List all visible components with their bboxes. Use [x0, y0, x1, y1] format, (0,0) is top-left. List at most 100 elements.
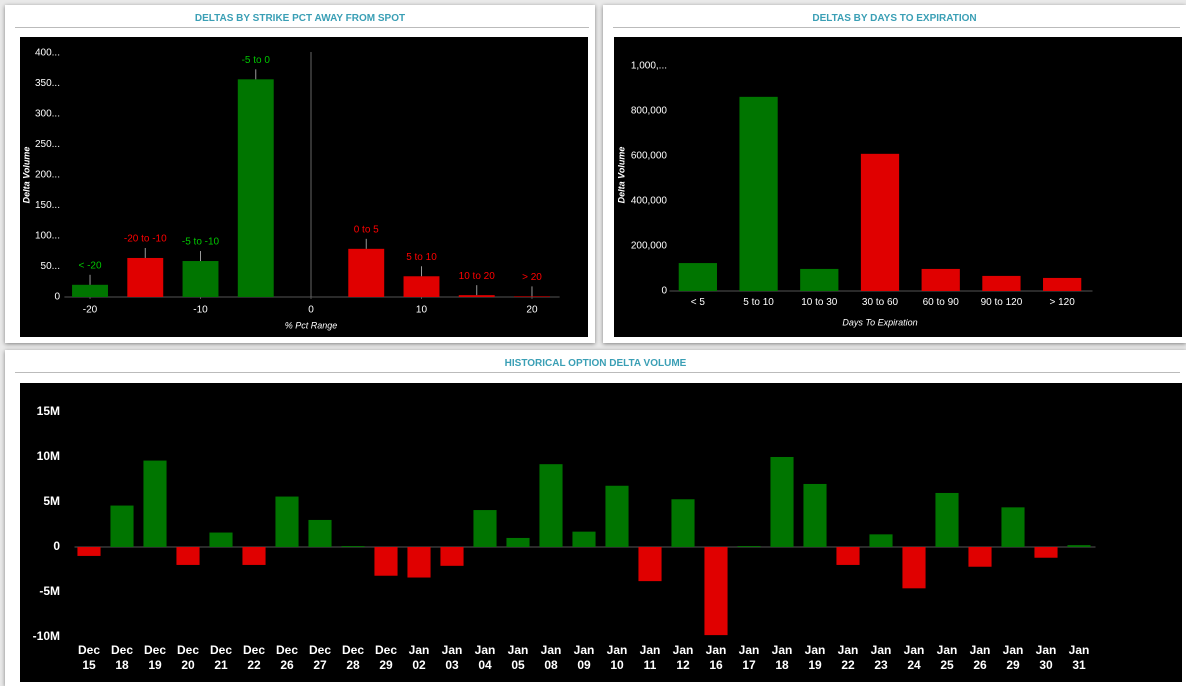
bar: [308, 519, 332, 547]
bar: [77, 546, 101, 556]
plot-area: [20, 383, 1182, 682]
x-tick-label: Dec 29: [374, 643, 397, 672]
bar: [968, 546, 992, 567]
x-tick-label: 30 to 60: [861, 297, 899, 308]
x-tick-label: -10: [193, 305, 208, 316]
bar-label: > 20: [522, 272, 542, 283]
x-tick-label: Jan 03: [441, 643, 463, 672]
x-tick-label: Dec 15: [77, 643, 100, 672]
x-axis-label: % Pct Range: [285, 320, 338, 330]
bar-label: -5 to -10: [182, 237, 220, 248]
x-tick-label: 10 to 30: [801, 297, 838, 308]
bar: [638, 546, 662, 582]
bar: [739, 96, 778, 291]
bar: [800, 268, 839, 291]
y-tick-label: 250...: [35, 139, 60, 150]
bar: [209, 532, 233, 547]
bar: [275, 496, 299, 547]
x-tick-label: 90 to 120: [980, 297, 1023, 308]
bar: [1043, 277, 1082, 291]
bar: [143, 460, 167, 547]
y-tick-label: 200,000: [631, 241, 668, 252]
y-tick-label: 400,000: [631, 196, 668, 207]
x-tick-label: Dec 18: [110, 643, 133, 672]
bar: [506, 537, 530, 547]
x-tick-label: Dec 26: [275, 643, 298, 672]
bar-label: -5 to 0: [242, 55, 271, 66]
bar: [458, 295, 495, 297]
bar: [341, 546, 365, 547]
y-tick-label: 150...: [35, 200, 60, 211]
y-tick-label: 10M: [37, 449, 60, 463]
x-tick-label: 20: [526, 305, 538, 316]
y-tick-label: 0: [53, 539, 60, 553]
chart-title: DELTAS BY STRIKE PCT AWAY FROM SPOT: [194, 13, 406, 24]
y-tick-label: 5M: [43, 494, 60, 508]
x-tick-label: Jan 09: [573, 643, 595, 672]
plot-area: [20, 37, 588, 337]
y-tick-label: 200...: [35, 170, 60, 181]
bar: [671, 499, 695, 547]
bar: [72, 284, 108, 297]
bar: [242, 546, 266, 565]
bar: [539, 464, 563, 547]
x-axis-label: Days To Expiration: [842, 317, 917, 327]
bar-label: 10 to 20: [459, 271, 496, 282]
bar-label: 5 to 10: [406, 252, 437, 263]
y-tick-label: 800,000: [631, 105, 668, 116]
x-tick-label: Jan 17: [738, 643, 760, 672]
bar: [110, 505, 134, 547]
x-tick-label: Dec 27: [308, 643, 331, 672]
divider: [613, 27, 1180, 28]
bar: [935, 492, 959, 547]
bar: [407, 546, 431, 578]
y-tick-label: 300...: [35, 109, 60, 120]
y-tick-label: 100...: [35, 231, 60, 242]
x-tick-label: < 5: [690, 297, 705, 308]
bar: [348, 248, 385, 297]
x-tick-label: 0: [308, 305, 314, 316]
x-tick-label: Jan 23: [870, 643, 892, 672]
bar: [182, 261, 219, 297]
x-tick-label: Jan 26: [969, 643, 991, 672]
bar: [374, 546, 398, 576]
bar: [836, 546, 860, 565]
bar: [704, 546, 728, 636]
bar: [403, 276, 440, 297]
x-tick-label: Jan 12: [672, 643, 694, 672]
bar: [678, 263, 717, 291]
y-tick-label: 50...: [41, 261, 60, 272]
x-tick-label: Jan 16: [705, 643, 727, 672]
x-tick-label: Jan 29: [1002, 643, 1024, 672]
y-tick-label: 0: [54, 292, 60, 303]
y-tick-label: 15M: [37, 404, 60, 418]
y-axis-label: Delta Volume: [616, 147, 626, 204]
bar: [605, 485, 629, 547]
bar: [473, 510, 497, 547]
x-tick-label: Jan 02: [408, 643, 430, 672]
bar-label: -20 to -10: [124, 234, 167, 245]
bar: [572, 531, 596, 547]
x-tick-label: Jan 31: [1068, 643, 1090, 672]
divider: [15, 27, 589, 28]
bar: [921, 268, 960, 291]
bar: [902, 546, 926, 589]
x-tick-label: Jan 11: [639, 643, 661, 672]
x-tick-label: Jan 22: [837, 643, 859, 672]
chart-title: HISTORICAL OPTION DELTA VOLUME: [504, 358, 687, 369]
x-tick-label: Dec 21: [209, 643, 232, 672]
bar: [176, 546, 200, 565]
chart-title: DELTAS BY DAYS TO EXPIRATION: [812, 13, 977, 24]
x-tick-label: Jan 10: [606, 643, 628, 672]
y-tick-label: -10M: [33, 629, 60, 643]
x-tick-label: Jan 30: [1035, 643, 1057, 672]
x-tick-label: 10: [416, 305, 428, 316]
panel: HISTORICAL OPTION DELTA VOLUME: [5, 350, 1186, 686]
bar: [514, 296, 550, 297]
x-tick-label: Jan 18: [771, 643, 793, 672]
bar: [1034, 546, 1058, 558]
x-tick-label: Jan 04: [474, 643, 496, 672]
y-tick-label: 1,000,...: [631, 60, 667, 71]
y-tick-label: 350...: [35, 78, 60, 89]
y-tick-label: 400...: [35, 48, 60, 59]
